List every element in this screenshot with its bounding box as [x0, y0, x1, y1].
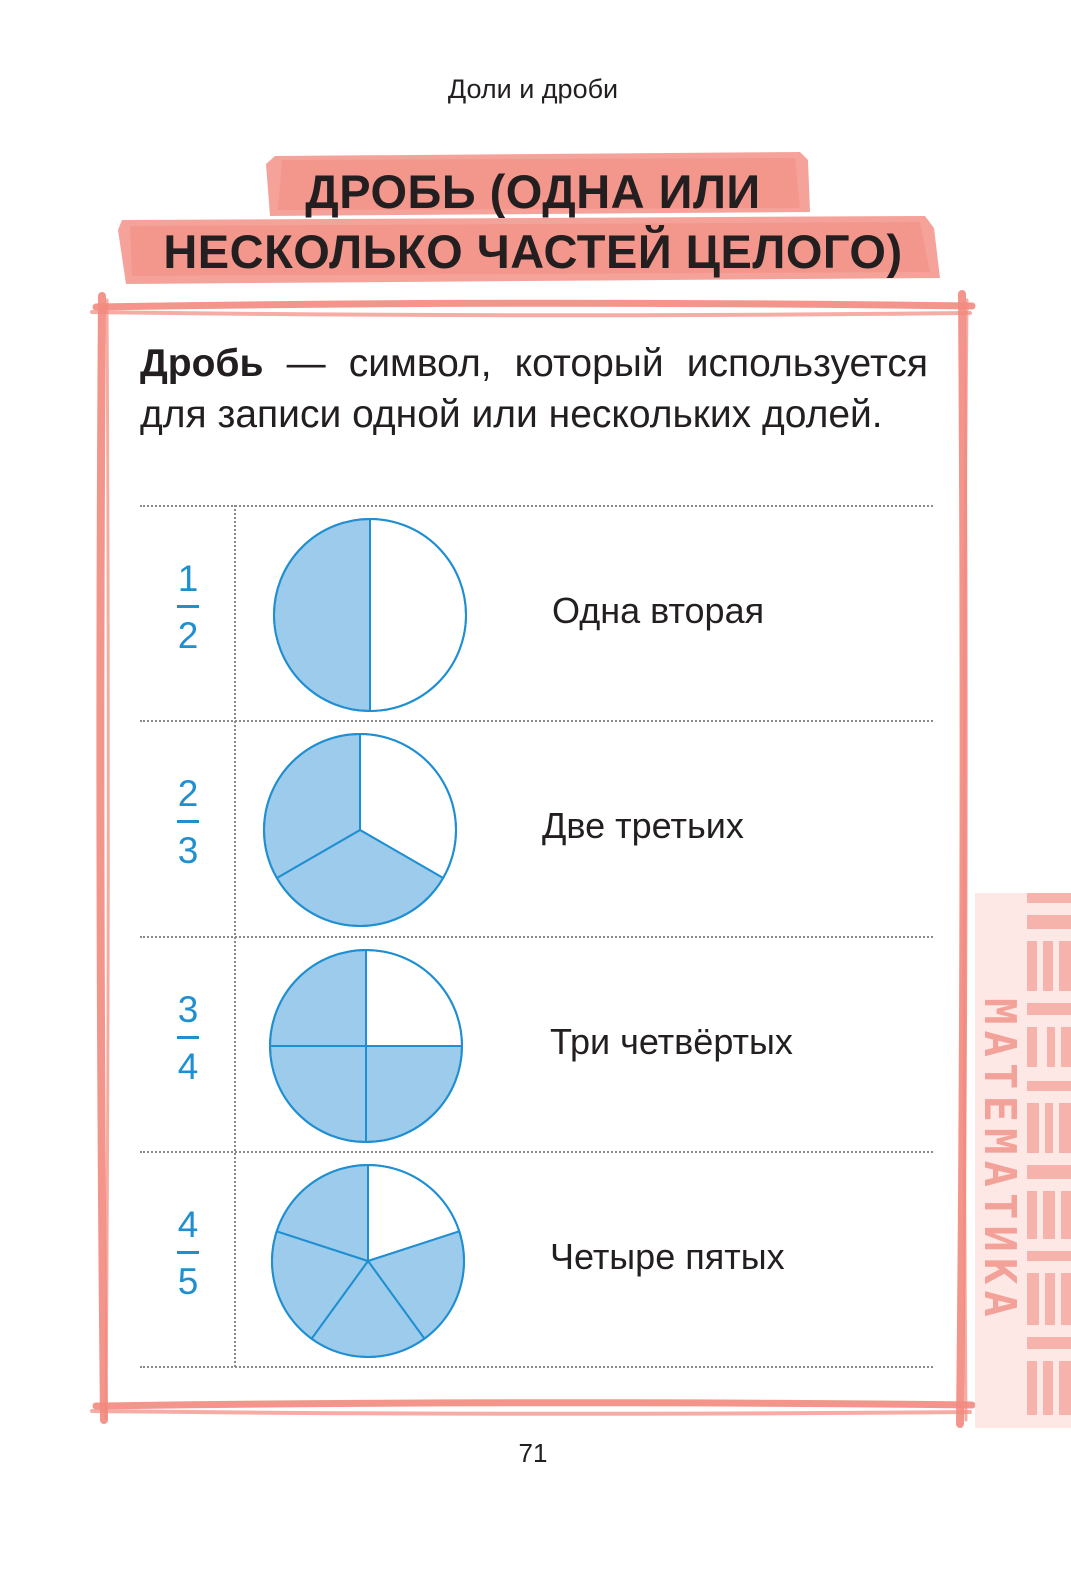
fraction-name: Три четвёртых [550, 1021, 793, 1062]
section-tab: МАТЕМАТИКА [974, 893, 1071, 1428]
fractions-table: 1 2 Одна вторая 2 3 Две третьих 3 4 Т [140, 505, 933, 1368]
denominator: 5 [177, 1261, 199, 1302]
fraction-bar [177, 1036, 199, 1039]
table-column-divider [234, 505, 236, 1367]
title-block: ДРОБЬ (ОДНА ИЛИ НЕСКОЛЬКО ЧАСТЕЙ ЦЕЛОГО) [0, 150, 1071, 290]
pie-chart [269, 949, 463, 1143]
fraction: 3 4 [164, 990, 212, 1087]
table-row: 3 4 Три четвёртых [140, 936, 933, 1151]
pie-sector-shaded [365, 1045, 463, 1143]
numerator: 3 [177, 989, 199, 1030]
numerator: 4 [177, 1204, 199, 1245]
table-divider [140, 505, 933, 507]
title-line-2: НЕСКОЛЬКО ЧАСТЕЙ ЦЕЛОГО) [163, 225, 903, 278]
pie-sector-empty [369, 518, 467, 712]
pie-sector-empty [365, 949, 463, 1047]
section-tab-label: МАТЕМАТИКА [974, 998, 1025, 1323]
section-tab-stripes [975, 893, 1071, 1428]
definition-paragraph: Дробь — символ, который используется для… [140, 338, 928, 440]
denominator: 2 [177, 615, 199, 656]
table-row: 4 5 Четыре пятых [140, 1151, 933, 1366]
table-divider [140, 936, 933, 938]
title-highlight [118, 152, 940, 284]
fraction: 2 3 [164, 774, 212, 871]
table-divider [140, 720, 933, 722]
title-line-1: ДРОБЬ (ОДНА ИЛИ [305, 165, 761, 218]
definition-text: — символ, который используется для запис… [140, 342, 928, 436]
pie-sector-shaded [269, 949, 367, 1047]
fraction: 1 2 [164, 559, 212, 656]
pie-sector-shaded [273, 518, 371, 712]
denominator: 3 [177, 830, 199, 871]
pie-sector-shaded [269, 1045, 367, 1143]
running-head: Доли и дроби [447, 74, 619, 104]
fraction: 4 5 [164, 1205, 212, 1302]
table-divider [140, 1366, 933, 1368]
table-row: 2 3 Две третьих [140, 720, 933, 935]
fraction-name: Две третьих [542, 805, 744, 846]
fraction-bar [177, 1251, 199, 1254]
definition-term: Дробь [140, 342, 264, 385]
fraction-name: Одна вторая [552, 590, 765, 631]
fraction-bar [177, 605, 199, 608]
table-row: 1 2 Одна вторая [140, 505, 933, 720]
pie-chart [273, 518, 467, 712]
pie-outline [273, 518, 467, 712]
fraction-bar [177, 820, 199, 823]
fraction-name: Четыре пятых [550, 1236, 785, 1277]
pie-chart [271, 1164, 465, 1358]
pie-chart [263, 733, 457, 927]
numerator: 1 [177, 558, 199, 599]
pie-outline [263, 733, 457, 927]
table-divider [140, 1151, 933, 1153]
numerator: 2 [177, 773, 199, 814]
page-number: 71 [518, 1438, 548, 1468]
pie-outline [269, 949, 463, 1143]
denominator: 4 [177, 1046, 199, 1087]
pie-outline [271, 1164, 465, 1358]
